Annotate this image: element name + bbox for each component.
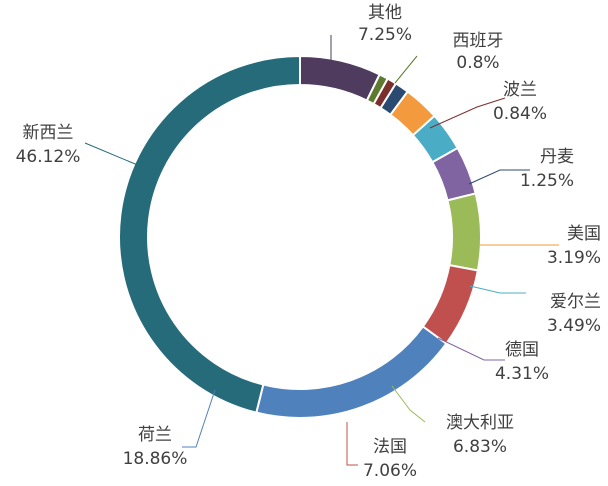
- leader-lines: [84, 35, 559, 466]
- leader-line-8: [346, 422, 358, 466]
- slice-percent-label-0: 7.25%: [358, 25, 412, 45]
- slice-percent-label-10: 46.12%: [16, 147, 81, 167]
- slice-9: [255, 325, 448, 419]
- leader-line-2: [429, 97, 506, 129]
- slice-name-label-1: 西班牙: [453, 31, 504, 51]
- slice-name-label-4: 美国: [567, 224, 601, 244]
- leader-line-9: [182, 389, 216, 448]
- leader-line-6: [437, 337, 505, 361]
- leader-line-3: [468, 169, 530, 185]
- slice-percent-label-8: 7.06%: [363, 461, 417, 481]
- slice-name-label-3: 丹麦: [540, 147, 574, 167]
- slice-0: [299, 54, 381, 102]
- slice-name-label-0: 其他: [368, 3, 402, 23]
- slice-name-label-8: 法国: [373, 437, 407, 457]
- leader-line-5: [469, 285, 526, 294]
- slice-percent-label-7: 6.83%: [453, 437, 507, 457]
- slice-name-label-6: 德国: [505, 340, 539, 360]
- leader-line-1: [394, 55, 418, 84]
- slice-percent-label-1: 0.8%: [456, 53, 499, 73]
- slice-10: [118, 54, 301, 414]
- slice-percent-label-9: 18.86%: [123, 449, 188, 469]
- slice-name-label-2: 波兰: [503, 80, 537, 100]
- slice-7: [446, 192, 482, 272]
- leader-line-7: [391, 385, 426, 423]
- slice-name-label-7: 澳大利亚: [446, 413, 514, 433]
- slice-percent-label-2: 0.84%: [493, 104, 547, 124]
- slice-name-label-9: 荷兰: [138, 425, 172, 445]
- slice-name-label-10: 新西兰: [23, 123, 74, 143]
- donut-slices: [118, 54, 482, 419]
- slice-percent-label-4: 3.19%: [547, 248, 601, 268]
- slice-percent-label-6: 4.31%: [495, 364, 549, 384]
- slice-percent-label-3: 1.25%: [520, 171, 574, 191]
- slice-percent-label-5: 3.49%: [547, 316, 601, 336]
- leader-line-10: [84, 142, 141, 167]
- slice-name-label-5: 爱尔兰: [550, 292, 601, 312]
